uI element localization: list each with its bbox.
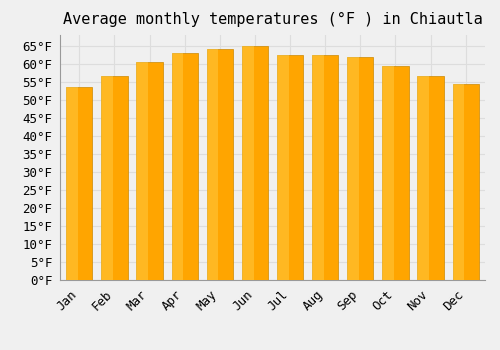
Bar xyxy=(66,87,92,280)
Bar xyxy=(312,55,324,280)
Bar xyxy=(102,76,128,280)
Bar xyxy=(206,49,233,280)
Bar xyxy=(382,66,394,280)
Bar xyxy=(312,55,338,280)
Bar xyxy=(347,57,374,280)
Bar xyxy=(242,46,254,280)
Bar xyxy=(136,62,162,280)
Bar xyxy=(242,46,268,280)
Bar xyxy=(172,53,183,280)
Bar xyxy=(418,76,444,280)
Bar xyxy=(418,76,429,280)
Bar xyxy=(347,57,359,280)
Title: Average monthly temperatures (°F ) in Chiautla: Average monthly temperatures (°F ) in Ch… xyxy=(62,12,482,27)
Bar xyxy=(382,66,408,280)
Bar xyxy=(277,55,288,280)
Bar xyxy=(452,84,479,280)
Bar xyxy=(452,84,464,280)
Bar xyxy=(277,55,303,280)
Bar xyxy=(136,62,148,280)
Bar xyxy=(206,49,218,280)
Bar xyxy=(102,76,113,280)
Bar xyxy=(66,87,78,280)
Bar xyxy=(172,53,198,280)
